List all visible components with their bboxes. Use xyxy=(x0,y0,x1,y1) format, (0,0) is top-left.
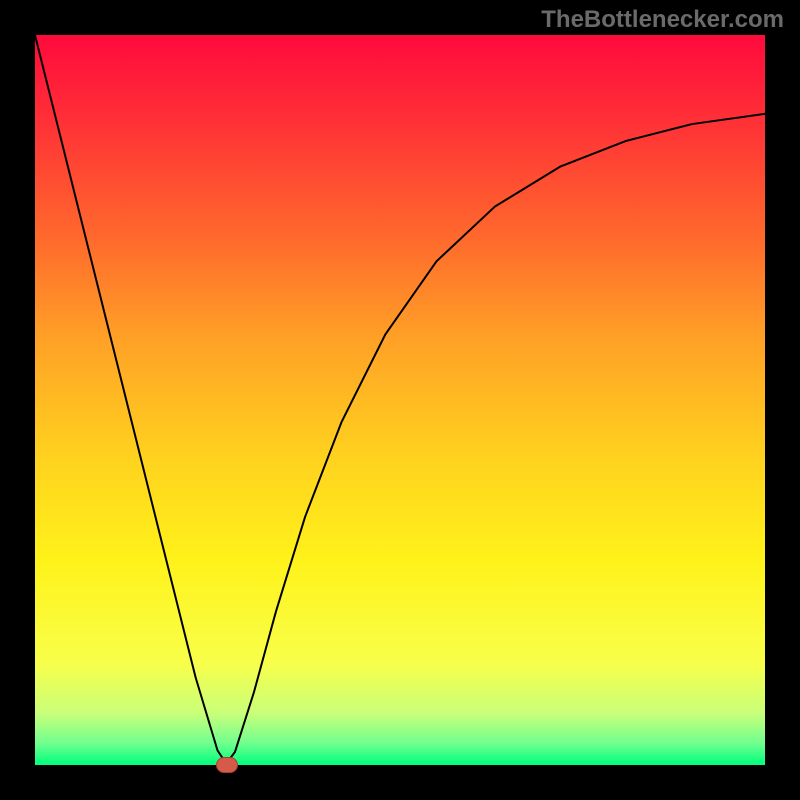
plot-area xyxy=(35,35,765,765)
chart-container: TheBottlenecker.com xyxy=(0,0,800,800)
optimal-point-marker xyxy=(216,757,238,773)
plot-svg xyxy=(35,35,765,765)
watermark-text: TheBottlenecker.com xyxy=(541,6,784,34)
gradient-background xyxy=(35,35,765,765)
